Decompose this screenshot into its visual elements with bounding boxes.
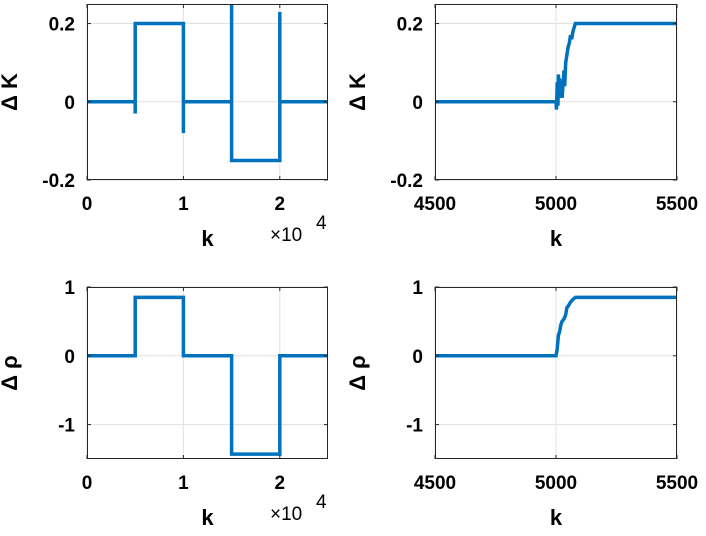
y-axis-label: Δ ρ — [0, 355, 22, 391]
axes-frame — [87, 287, 328, 459]
x-exponent-label: ×10 — [270, 504, 302, 525]
x-axis-label: k — [201, 505, 214, 530]
subplot-2: 4500 5000 5500 -0.2 0 0.2 k Δ K — [345, 4, 698, 251]
y-tick-label: -0.2 — [42, 171, 75, 192]
y-tick-label: -1 — [58, 416, 75, 437]
x-tick-label: 4500 — [414, 194, 456, 215]
y-tick-label: 0 — [64, 93, 75, 114]
x-exponent-label: ×10 — [270, 225, 302, 246]
x-exponent-power: 4 — [316, 492, 327, 513]
y-tick-label: 0 — [412, 93, 423, 114]
plot-area — [87, 287, 328, 459]
x-tick-label: 5000 — [535, 194, 577, 215]
x-axis-label: k — [550, 505, 563, 530]
plot-area — [87, 4, 328, 180]
x-tick-label: 4500 — [414, 473, 456, 494]
x-tick-label: 0 — [82, 473, 93, 494]
subplot-1: 0 1 2 -0.2 0 0.2 ×10 4 k Δ K — [0, 4, 328, 251]
y-tick-label: 0.2 — [397, 15, 423, 36]
x-tick-label: 1 — [178, 194, 189, 215]
y-tick-label: 0 — [412, 347, 423, 368]
y-tick-label: 1 — [64, 278, 75, 299]
subplot-4: 4500 5000 5500 -1 0 1 k Δ ρ — [345, 278, 698, 530]
y-tick-label: -0.2 — [390, 171, 423, 192]
x-tick-label: 5000 — [535, 473, 577, 494]
x-tick-label: 5500 — [656, 473, 698, 494]
x-tick-label: 2 — [275, 473, 286, 494]
y-tick-label: 1 — [412, 278, 423, 299]
data-series-line — [435, 21, 677, 110]
data-series-line — [435, 295, 677, 358]
y-axis-label: Δ K — [0, 73, 22, 111]
axes-frame — [87, 4, 328, 180]
x-tick-label: 2 — [275, 194, 286, 215]
y-tick-label: -1 — [406, 416, 423, 437]
data-series-line — [87, 295, 328, 456]
y-axis-label: Δ ρ — [345, 355, 370, 391]
x-tick-label: 0 — [82, 194, 93, 215]
x-tick-label: 1 — [178, 473, 189, 494]
x-axis-label: k — [201, 226, 214, 251]
y-tick-label: 0 — [64, 347, 75, 368]
y-axis-label: Δ K — [345, 73, 370, 111]
subplot-3: 0 1 2 -1 0 1 ×10 4 k Δ ρ — [0, 278, 328, 530]
x-axis-label: k — [550, 226, 563, 251]
data-series-line — [87, 4, 328, 163]
x-tick-label: 5500 — [656, 194, 698, 215]
y-tick-label: 0.2 — [49, 15, 75, 36]
x-exponent-power: 4 — [316, 213, 327, 234]
